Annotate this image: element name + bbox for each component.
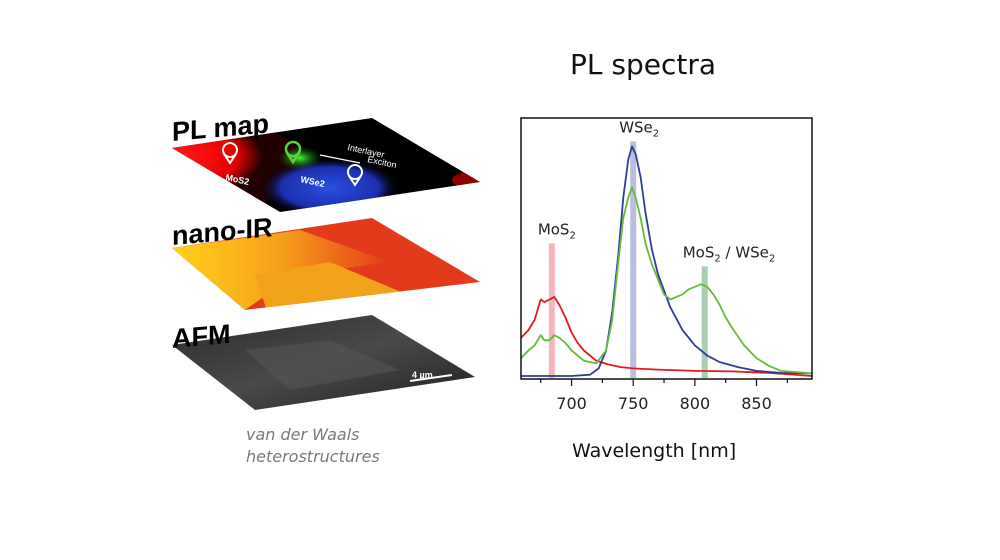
chart-title: PL spectra: [570, 48, 717, 81]
caption-line-1: van der Waals: [246, 425, 360, 444]
x-tick-label: 800: [680, 394, 711, 413]
location-pin-icon-interlayer: [284, 140, 302, 165]
plot-frame: [520, 117, 813, 380]
peak-marker-2: [701, 266, 708, 378]
scale-bar: [409, 374, 453, 382]
caption: van der Waals heterostructures: [246, 424, 380, 468]
x-axis-label: Wavelength [nm]: [572, 440, 737, 462]
caption-line-2: heterostructures: [246, 447, 380, 466]
layer-label-afm: AFM: [172, 319, 230, 354]
arrow-icon: [319, 154, 361, 164]
series-line-2: [520, 186, 813, 375]
map-label-mos2: MoS2: [225, 172, 251, 187]
peak-label-0: MoS2: [538, 220, 576, 241]
x-tick-label: 850: [741, 394, 772, 413]
location-pin-icon-wse2: [347, 164, 363, 187]
peak-label-2: MoS2 / WSe2: [683, 243, 776, 264]
peak-marker-1: [630, 141, 637, 378]
scale-bar-label: 4 µm: [412, 370, 433, 380]
peak-label-1: WSe2: [619, 118, 659, 139]
afm-layer: AFM 4 µm: [172, 315, 475, 410]
series-line-0: [520, 296, 813, 377]
location-pin-icon-mos2: [222, 142, 238, 165]
x-tick-label: 750: [618, 394, 649, 413]
heterostructure-stack: PL map MoS2 WSe2 Interlayer Exciton nano…: [172, 109, 480, 410]
x-tick-label: 700: [556, 394, 587, 413]
peak-marker-0: [548, 243, 555, 378]
map-label-wse2: WSe2: [300, 174, 326, 189]
pl-map-layer: PL map MoS2 WSe2 Interlayer Exciton: [172, 109, 480, 212]
